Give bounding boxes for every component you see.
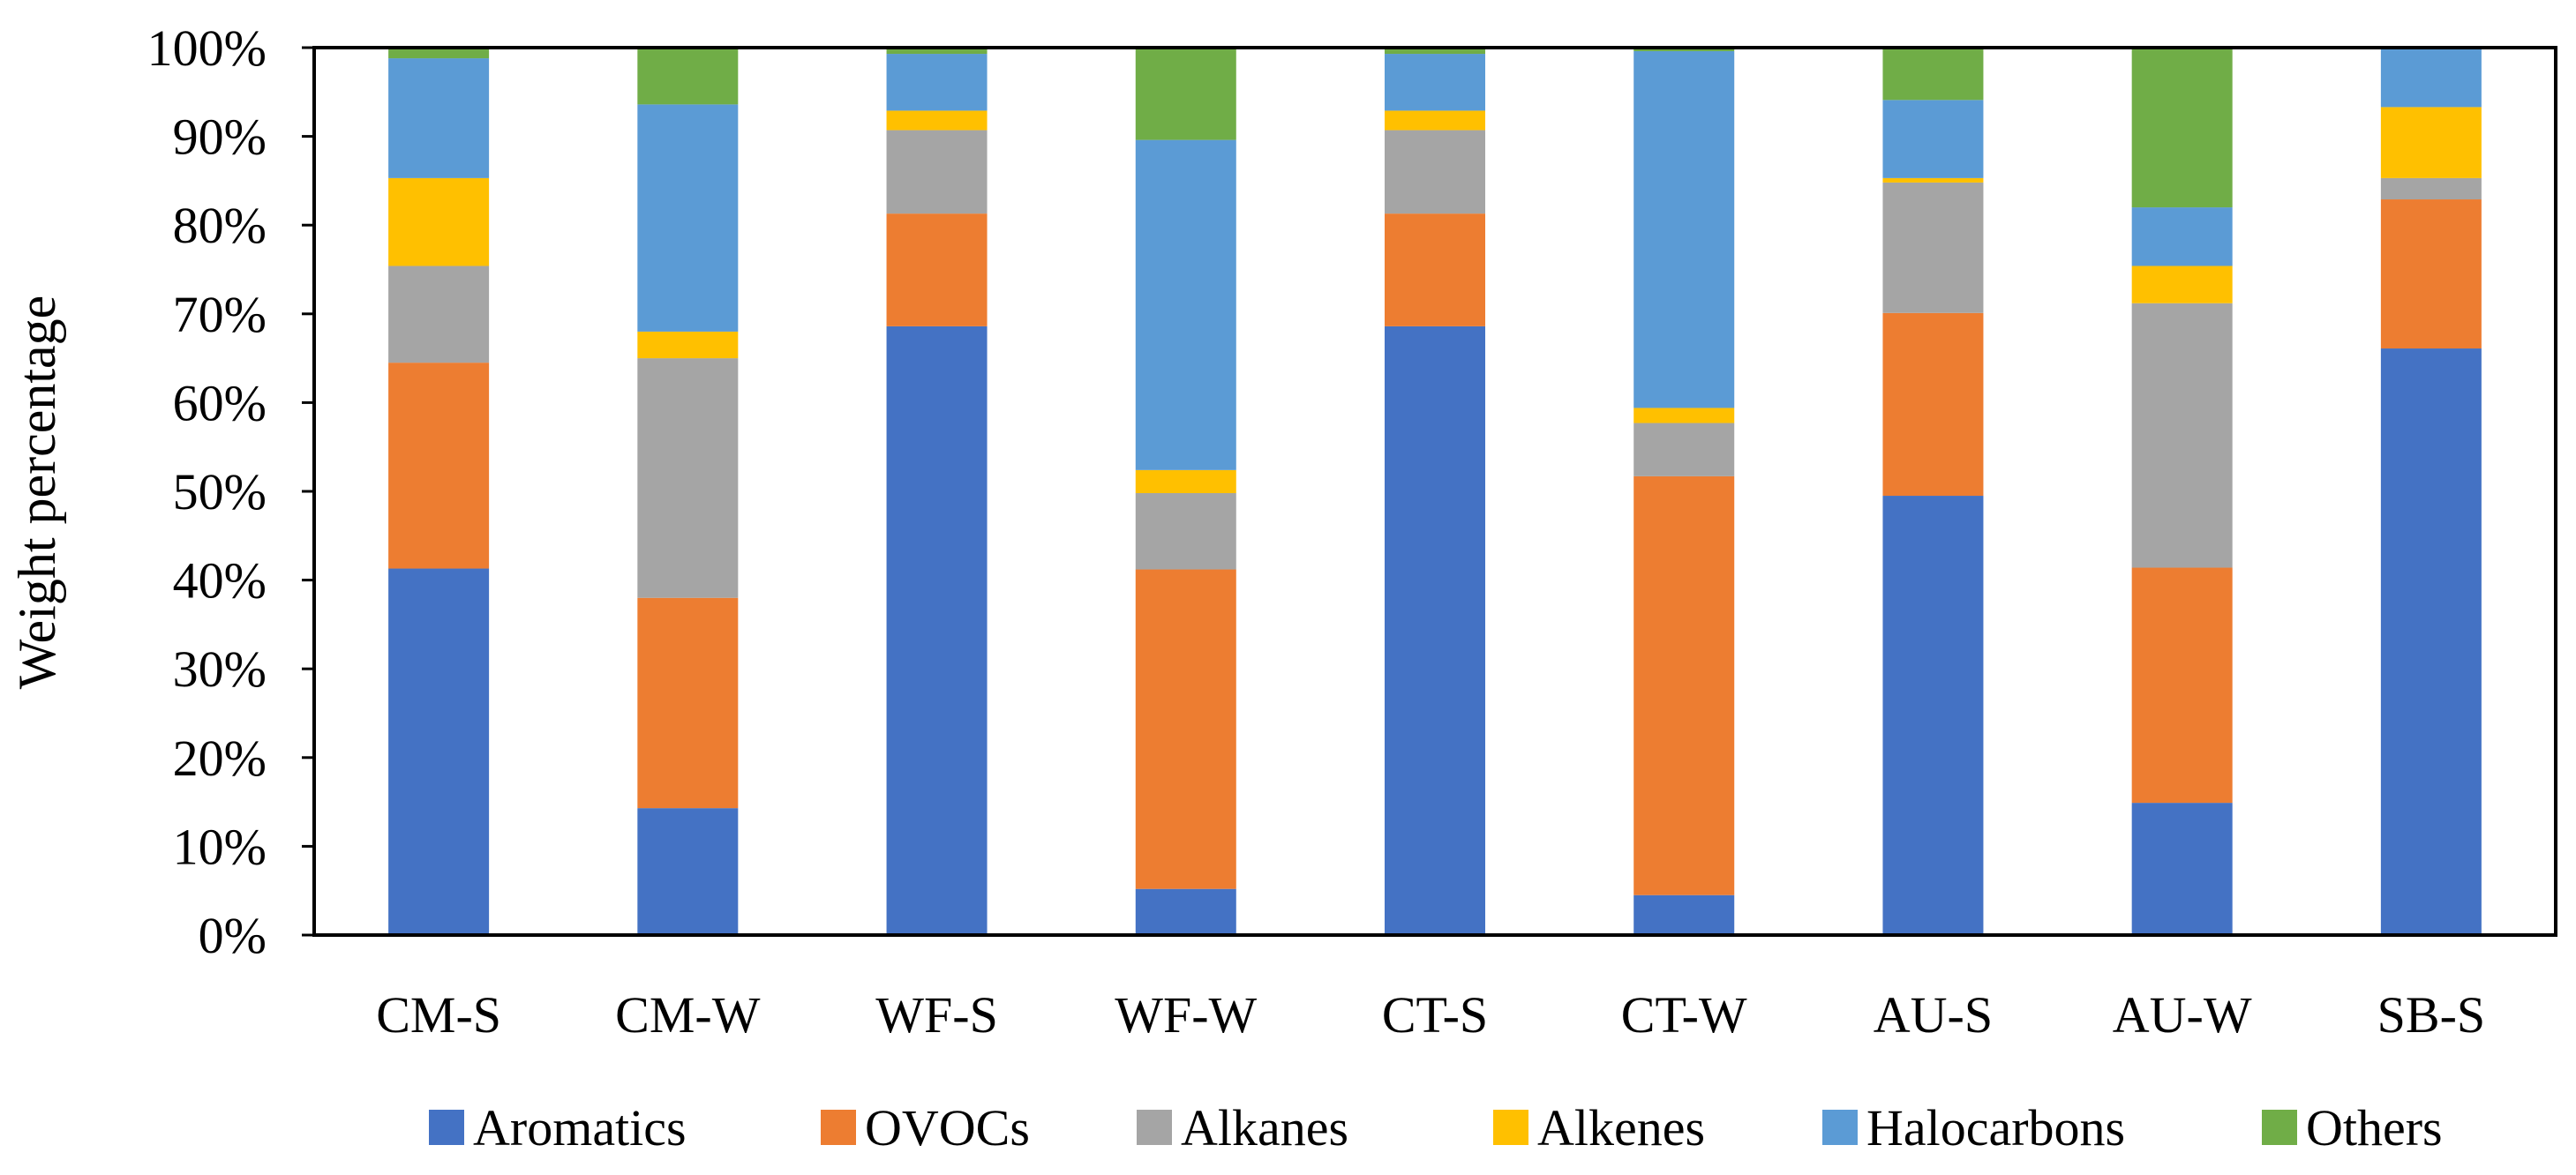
y-tick-label: 70% — [173, 286, 267, 343]
bar-sb-s-halocarbons — [2380, 48, 2482, 108]
bar-cm-w-others — [637, 48, 739, 105]
y-tick-label: 90% — [173, 109, 267, 166]
y-tick-label: 80% — [173, 197, 267, 254]
legend-swatch-alkenes — [1493, 1110, 1528, 1145]
legend-label-alkanes: Alkanes — [1181, 1099, 1348, 1156]
x-category-label: CM-S — [376, 986, 501, 1044]
x-category-label: WF-S — [875, 986, 998, 1044]
y-tick-label: 40% — [173, 552, 267, 610]
bar-sb-s-alkenes — [2380, 107, 2482, 178]
bar-cm-s-others — [388, 48, 490, 59]
legend-swatch-aromatics — [429, 1110, 464, 1145]
y-tick-label: 0% — [199, 907, 267, 964]
x-category-label: AU-S — [1874, 986, 1993, 1044]
bar-ct-s-aromatics — [1385, 326, 1485, 935]
legend-swatch-others — [2262, 1110, 2297, 1145]
y-tick-label: 10% — [173, 818, 267, 875]
bar-cm-s-ovocs — [388, 363, 490, 569]
bar-sb-s-aromatics — [2380, 348, 2482, 935]
bar-ct-s-others — [1385, 48, 1485, 55]
bar-wf-w-aromatics — [1135, 888, 1236, 935]
bar-au-w-others — [2131, 48, 2233, 208]
bar-wf-w-ovocs — [1135, 569, 1236, 889]
legend: Aromatics OVOCs Alkanes Alkenes Halocarbons O… — [429, 1099, 2443, 1156]
bar-ct-w-alkanes — [1633, 423, 1735, 476]
x-category-label: CM-W — [615, 986, 761, 1044]
y-tick-label: 50% — [173, 463, 267, 520]
bar-wf-s-alkanes — [886, 130, 988, 214]
bar-cm-s-alkanes — [388, 266, 490, 363]
bar-cm-s-alkenes — [388, 177, 490, 266]
bar-au-w-halocarbons — [2131, 207, 2233, 266]
legend-label-aromatics: Aromatics — [473, 1099, 687, 1156]
bar-au-s-others — [1882, 48, 1984, 101]
bar-wf-w-halocarbons — [1135, 139, 1236, 470]
bar-au-w-alkanes — [2131, 303, 2233, 568]
bar-au-w-alkenes — [2131, 266, 2233, 303]
bar-cm-s-halocarbons — [388, 58, 490, 178]
bar-wf-s-halocarbons — [886, 54, 988, 111]
bar-au-w-aromatics — [2131, 803, 2233, 935]
bar-wf-s-aromatics — [886, 326, 988, 935]
bar-cm-w-alkenes — [637, 331, 739, 359]
bar-au-s-aromatics — [1882, 496, 1984, 935]
x-category-label: AU-W — [2113, 986, 2252, 1044]
legend-swatch-halocarbons — [1822, 1110, 1858, 1145]
bar-wf-w-others — [1135, 48, 1236, 140]
bar-cm-s-aromatics — [388, 568, 490, 935]
y-tick-label: 20% — [173, 730, 267, 787]
bar-cm-w-alkanes — [637, 358, 739, 598]
bars-group — [388, 48, 2482, 935]
y-axis-title: Weight percentage — [8, 296, 66, 690]
bar-sb-s-alkanes — [2380, 177, 2482, 200]
y-tick-label: 60% — [173, 374, 267, 431]
bar-ct-w-halocarbons — [1633, 51, 1735, 408]
bar-au-w-ovocs — [2131, 567, 2233, 804]
x-axis-labels: CM-S CM-W WF-S WF-W CT-S CT-W AU-S AU-W SB-S — [376, 986, 2485, 1044]
legend-swatch-alkanes — [1137, 1110, 1172, 1145]
y-axis-ticks: 0% 10% 20% 30% 40% 50% 60% 70% 80% 90% 100% — [147, 19, 314, 964]
bar-ct-s-halocarbons — [1385, 54, 1485, 111]
x-category-label: CT-S — [1382, 986, 1488, 1044]
legend-swatch-ovocs — [821, 1110, 856, 1145]
bar-ct-w-aromatics — [1633, 894, 1735, 935]
bar-ct-s-alkenes — [1385, 110, 1485, 131]
y-tick-label: 100% — [147, 19, 267, 77]
bar-au-s-alkenes — [1882, 177, 1984, 183]
bar-ct-w-others — [1633, 48, 1735, 52]
y-tick-label: 30% — [173, 640, 267, 698]
bar-wf-s-ovocs — [886, 213, 988, 326]
legend-label-ovocs: OVOCs — [865, 1099, 1030, 1156]
bar-cm-w-halocarbons — [637, 104, 739, 332]
x-category-label: CT-W — [1621, 986, 1747, 1044]
legend-label-alkenes: Alkenes — [1537, 1099, 1705, 1156]
bar-au-s-alkanes — [1882, 182, 1984, 313]
bar-cm-w-aromatics — [637, 808, 739, 935]
bar-au-s-ovocs — [1882, 312, 1984, 497]
bar-cm-w-ovocs — [637, 597, 739, 809]
x-category-label: SB-S — [2377, 986, 2486, 1044]
bar-sb-s-ovocs — [2380, 199, 2482, 349]
legend-label-halocarbons: Halocarbons — [1866, 1099, 2125, 1156]
bar-wf-s-alkenes — [886, 110, 988, 131]
plot-area-frame — [312, 46, 2557, 937]
bar-wf-s-others — [886, 48, 988, 55]
bar-ct-s-ovocs — [1385, 213, 1485, 326]
bar-ct-w-ovocs — [1633, 475, 1735, 895]
x-category-label: WF-W — [1115, 986, 1257, 1044]
legend-label-others: Others — [2306, 1099, 2443, 1156]
bar-wf-w-alkenes — [1135, 469, 1236, 494]
bar-au-s-halocarbons — [1882, 100, 1984, 178]
bar-wf-w-alkanes — [1135, 493, 1236, 570]
bar-ct-s-alkanes — [1385, 130, 1485, 214]
bar-ct-w-alkenes — [1633, 408, 1735, 423]
